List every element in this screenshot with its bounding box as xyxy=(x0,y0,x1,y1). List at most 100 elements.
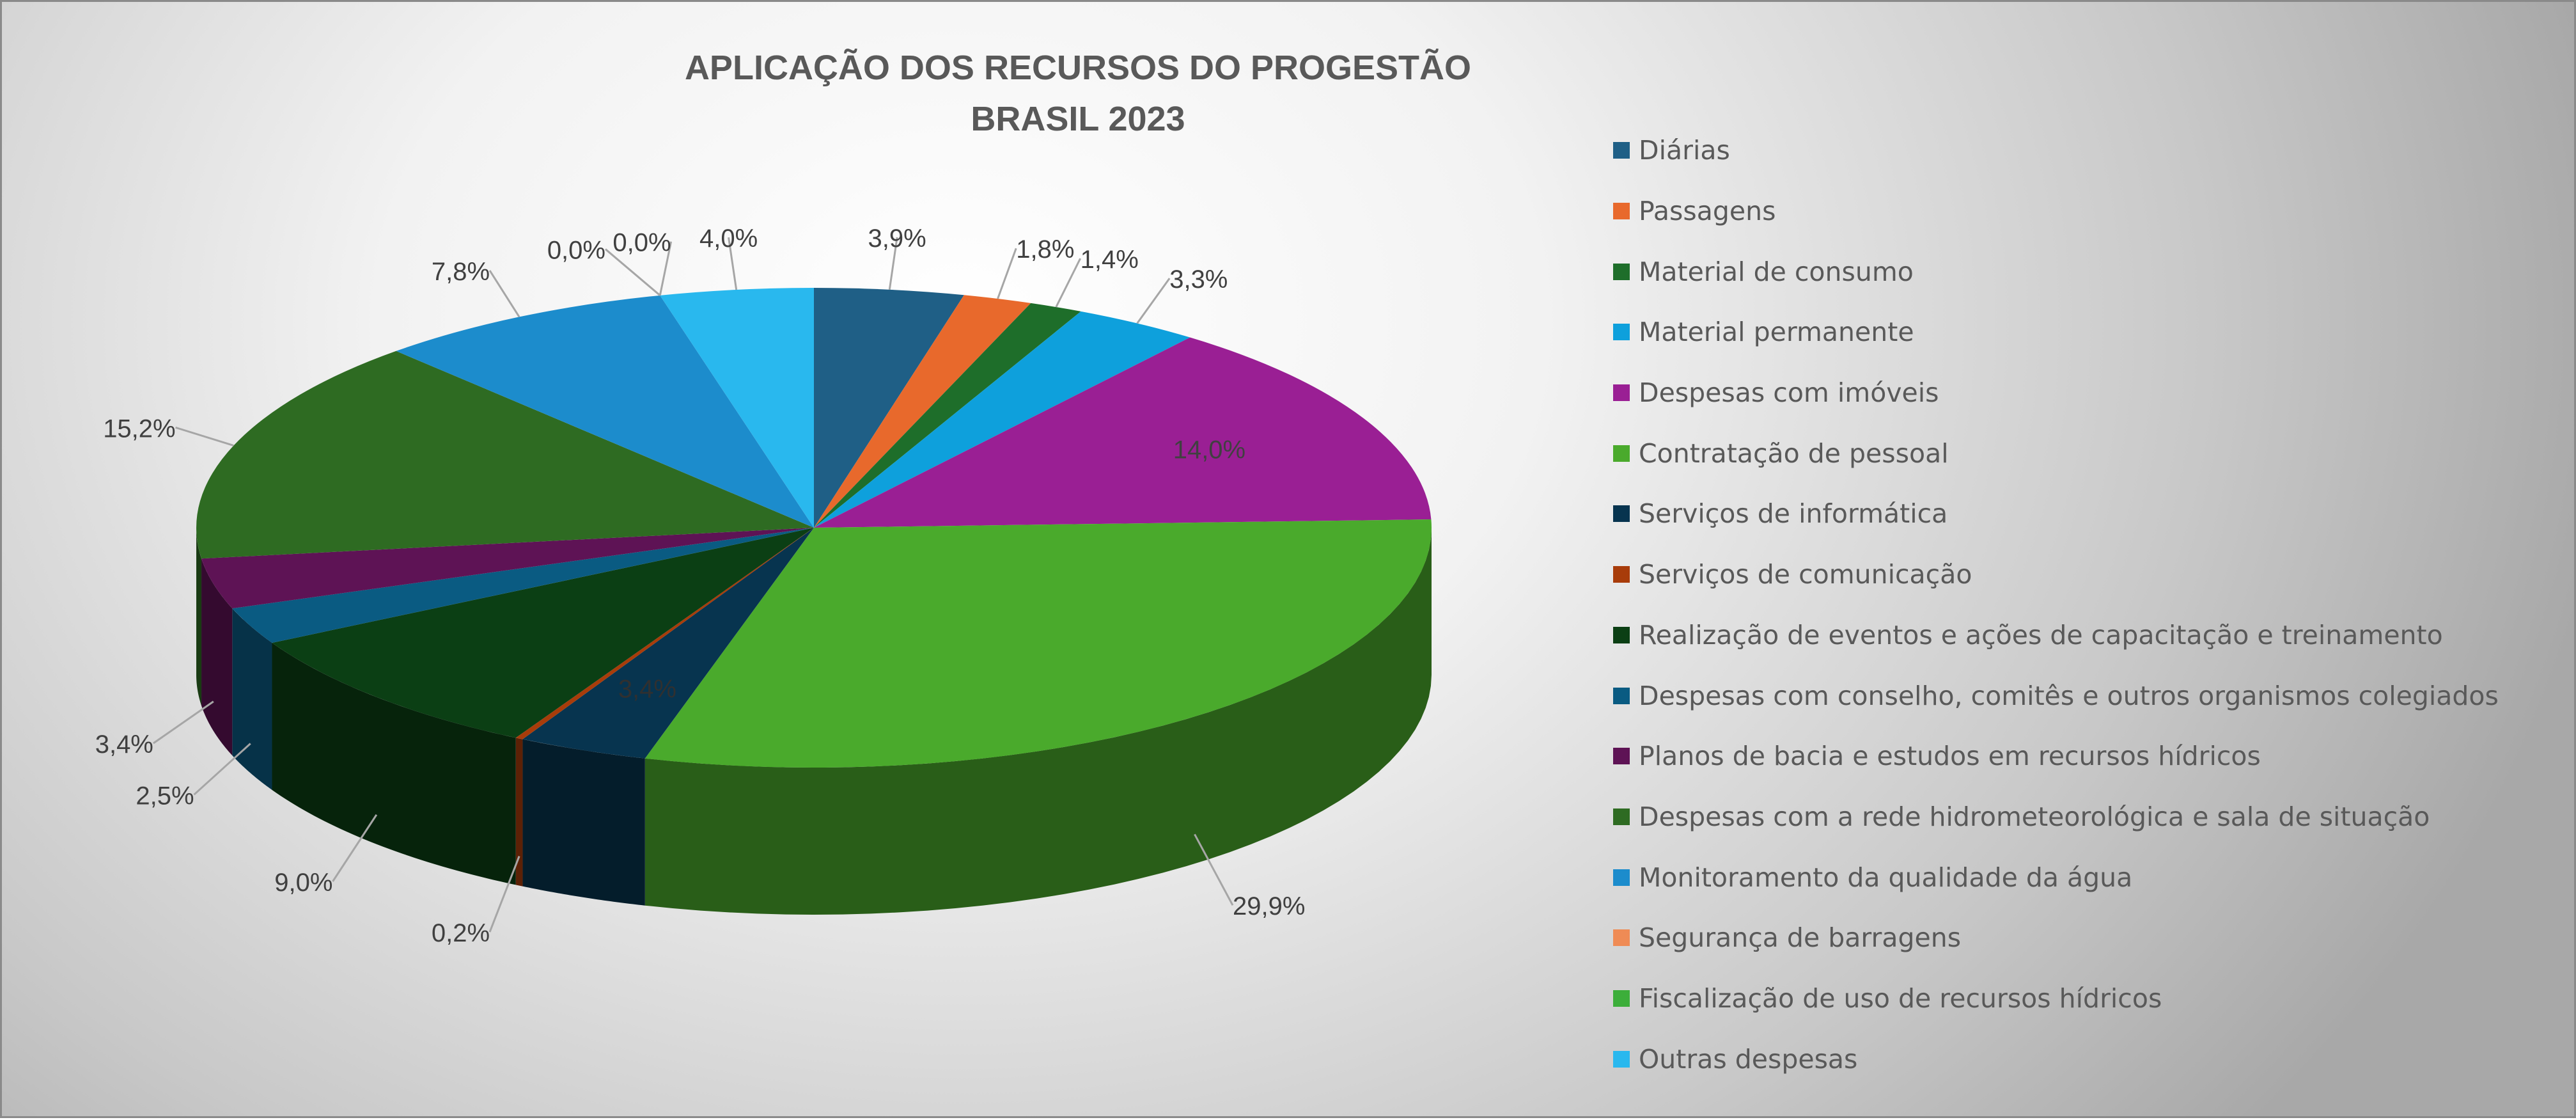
pie-side-6 xyxy=(522,739,645,906)
legend-label: Passagens xyxy=(1639,196,1776,227)
data-label-6: 3,4% xyxy=(618,675,676,703)
legend-swatch xyxy=(1613,929,1630,947)
pie-side-5 xyxy=(644,528,1432,915)
legend-swatch xyxy=(1613,869,1630,886)
data-label-11: 15,2% xyxy=(103,414,175,443)
legend-label: Despesas com conselho, comitês e outros … xyxy=(1639,680,2499,711)
data-label-7: 0,2% xyxy=(432,919,490,947)
label-leader-line-7 xyxy=(488,856,520,933)
legend-item: Passagens xyxy=(1613,181,2499,242)
pie-slice-1 xyxy=(814,295,1031,528)
legend-label: Material permanente xyxy=(1639,317,1914,348)
data-label-2: 1,4% xyxy=(1081,246,1139,274)
data-label-10: 3,4% xyxy=(95,730,153,759)
pie-slice-7 xyxy=(515,528,814,739)
pie-slice-0 xyxy=(814,288,964,528)
pie-side-11 xyxy=(196,528,202,706)
legend-item: Despesas com imóveis xyxy=(1613,363,2499,423)
legend-swatch xyxy=(1613,263,1630,280)
label-leader-line-2 xyxy=(1055,258,1082,308)
legend-swatch xyxy=(1613,142,1630,159)
label-leader-line-1 xyxy=(997,248,1017,299)
legend-swatch xyxy=(1613,505,1630,523)
legend-item: Contratação de pessoal xyxy=(1613,423,2499,484)
label-leader-line-3 xyxy=(1136,278,1171,324)
legend-swatch xyxy=(1613,384,1630,402)
pie-slice-12 xyxy=(396,295,814,528)
legend-label: Monitoramento da qualidade da água xyxy=(1639,862,2133,893)
legend-label: Despesas com imóveis xyxy=(1639,377,1939,409)
legend-item: Segurança de barragens xyxy=(1613,908,2499,968)
data-label-1: 1,8% xyxy=(1016,235,1074,264)
data-label-12: 7,8% xyxy=(432,258,490,286)
pie-side-7 xyxy=(515,737,523,887)
label-leader-line-11 xyxy=(175,426,234,447)
data-label-5: 29,9% xyxy=(1233,892,1305,920)
legend-item: Planos de bacia e estudos em recursos hí… xyxy=(1613,726,2499,787)
legend-swatch xyxy=(1613,990,1630,1007)
pie-slice-10 xyxy=(201,528,815,609)
label-leader-line-0 xyxy=(888,237,898,290)
pie-side-10 xyxy=(201,558,233,756)
label-leader-line-8 xyxy=(332,814,378,882)
legend-item: Serviços de comunicação xyxy=(1613,544,2499,605)
data-label-0: 3,9% xyxy=(868,225,926,253)
legend-label: Material de consumo xyxy=(1639,256,1914,287)
label-leader-line-12 xyxy=(488,270,520,318)
legend-item: Fiscalização de uso de recursos hídricos xyxy=(1613,968,2499,1029)
legend-swatch xyxy=(1613,687,1630,704)
legend-swatch xyxy=(1613,808,1630,825)
legend-label: Realização de eventos e ações de capacit… xyxy=(1639,619,2443,651)
chart-title-line-2: BRASIL 2023 xyxy=(971,100,1185,138)
pie-slice-4 xyxy=(814,337,1432,528)
pie-slice-11 xyxy=(196,351,814,559)
pie-slice-15 xyxy=(660,288,814,528)
legend: Diárias Passagens Material de consumo Mater… xyxy=(1613,120,2499,1089)
legend-label: Fiscalização de uso de recursos hídricos xyxy=(1639,982,2162,1014)
label-leader-line-5 xyxy=(1194,833,1234,906)
data-label-4: 14,0% xyxy=(1173,436,1245,464)
legend-label: Contratação de pessoal xyxy=(1639,438,1949,469)
legend-label: Planos de bacia e estudos em recursos hí… xyxy=(1639,741,2261,772)
legend-swatch xyxy=(1613,203,1630,220)
legend-item: Despesas com conselho, comitês e outros … xyxy=(1613,665,2499,726)
legend-swatch xyxy=(1613,748,1630,765)
legend-label: Serviços de informática xyxy=(1639,498,1948,530)
legend-item: Despesas com a rede hidrometeorológica e… xyxy=(1613,787,2499,848)
pie-side-9 xyxy=(232,608,272,790)
label-leader-line-9 xyxy=(193,743,251,796)
data-label-3: 3,3% xyxy=(1169,265,1228,294)
legend-swatch xyxy=(1613,445,1630,462)
legend-item: Serviços de informática xyxy=(1613,484,2499,544)
legend-label: Despesas com a rede hidrometeorológica e… xyxy=(1639,801,2430,832)
data-label-15: 4,0% xyxy=(699,225,758,253)
data-label-9: 2,5% xyxy=(136,782,194,810)
pie-side-8 xyxy=(272,642,516,885)
pie-slice-3 xyxy=(814,311,1190,528)
pie-slice-6 xyxy=(522,528,814,759)
legend-label: Segurança de barragens xyxy=(1639,922,1962,954)
pie-slice-9 xyxy=(232,528,814,643)
label-leader-line-13 xyxy=(605,248,661,296)
legend-item: Material de consumo xyxy=(1613,241,2499,302)
legend-label: Diárias xyxy=(1639,135,1730,166)
legend-swatch xyxy=(1613,626,1630,643)
pie-slice-8 xyxy=(272,528,814,738)
chart-title-line-1: APLICAÇÃO DOS RECURSOS DO PROGESTÃO xyxy=(684,49,1472,87)
data-label-14: 0,0% xyxy=(613,229,671,257)
label-leader-line-14 xyxy=(659,241,673,296)
legend-item: Monitoramento da qualidade da água xyxy=(1613,847,2499,908)
label-leader-line-15 xyxy=(728,237,738,290)
legend-item: Diárias xyxy=(1613,120,2499,181)
legend-swatch xyxy=(1613,566,1630,583)
legend-item: Outras despesas xyxy=(1613,1029,2499,1089)
data-label-8: 9,0% xyxy=(274,869,332,897)
legend-label: Serviços de comunicação xyxy=(1639,559,1972,590)
legend-label: Outras despesas xyxy=(1639,1043,1858,1075)
legend-swatch xyxy=(1613,1050,1630,1068)
legend-item: Realização de eventos e ações de capacit… xyxy=(1613,605,2499,666)
pie-slice-2 xyxy=(814,303,1081,528)
data-label-13: 0,0% xyxy=(547,237,605,265)
